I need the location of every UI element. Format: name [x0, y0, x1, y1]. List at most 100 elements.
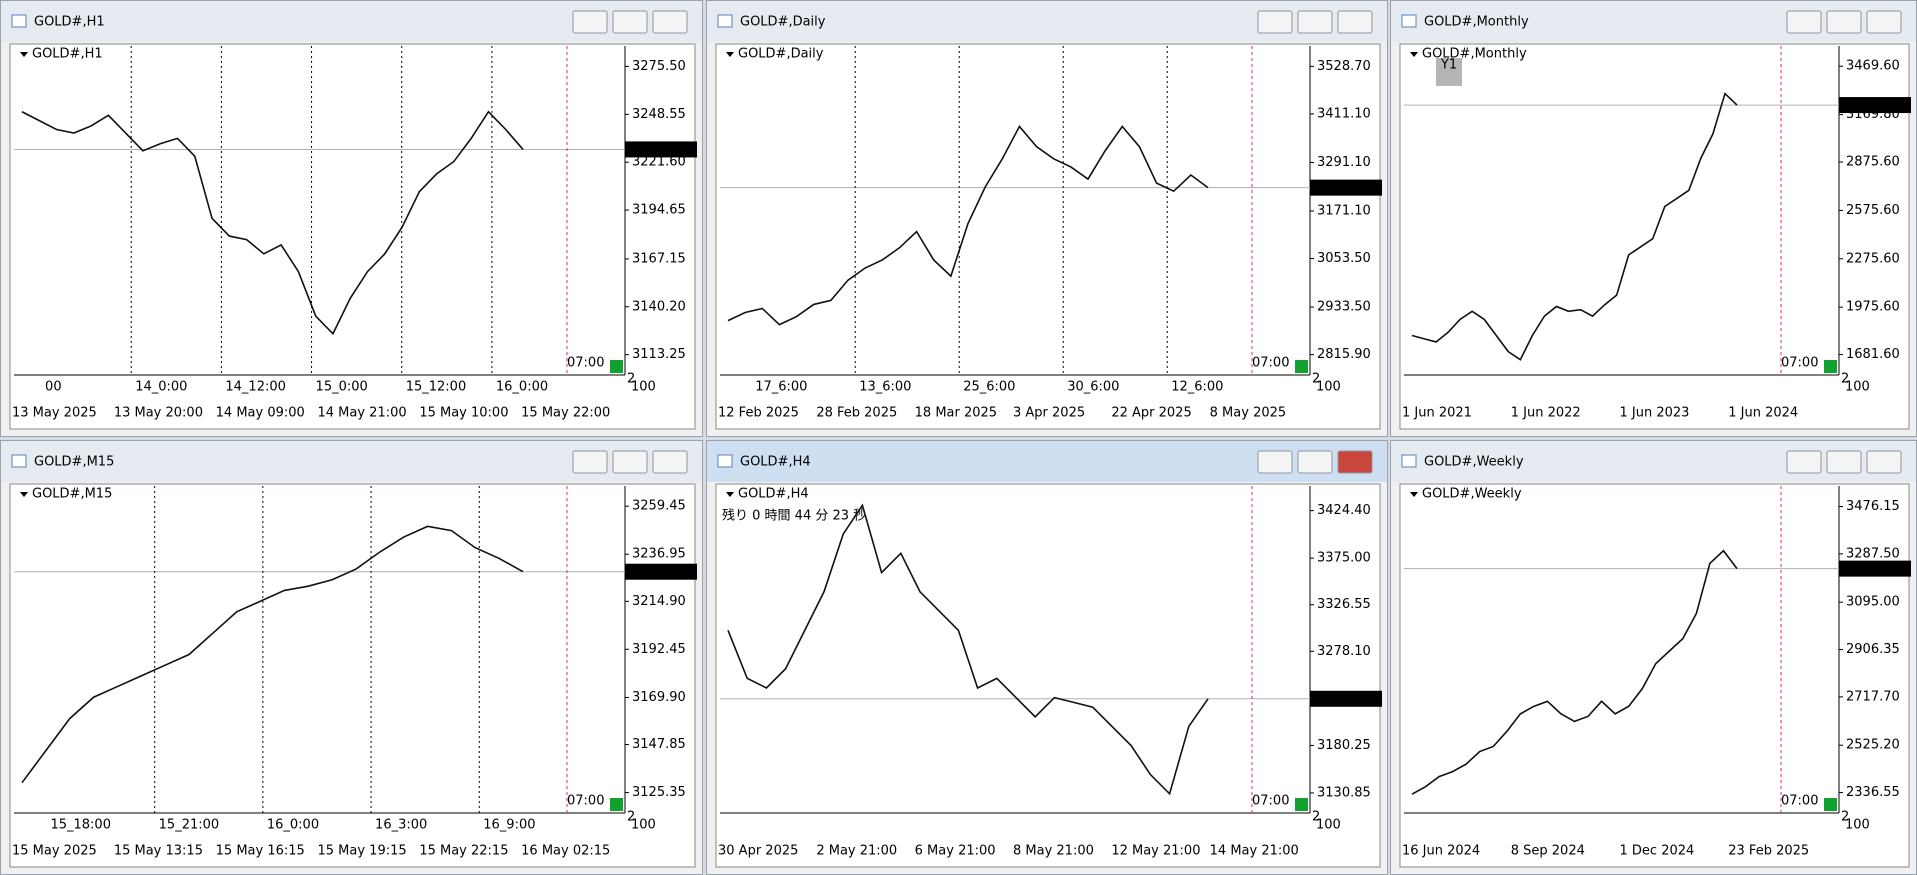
symbol-arrow	[20, 52, 28, 57]
price-label: 3326.55	[1317, 597, 1371, 612]
corner-label: 100	[1845, 380, 1870, 395]
current-price-tag	[1839, 560, 1911, 577]
time-label: 1 Jun 2021	[1402, 406, 1472, 421]
window-icon	[717, 14, 733, 28]
window-icon	[11, 14, 27, 28]
corner-label: 100	[1845, 818, 1870, 833]
time-label: 13 May 2025	[12, 406, 97, 421]
scroll-button[interactable]	[1295, 798, 1308, 811]
time-label: 14 May 21:00	[1210, 844, 1299, 859]
corner-label: 100	[631, 380, 656, 395]
price-label: 3424.40	[1317, 503, 1371, 518]
time-marker: 07:00	[567, 794, 604, 809]
current-price-label: 3228.77	[1844, 98, 1898, 113]
price-label: 3278.10	[1317, 644, 1371, 659]
minimize-button[interactable]	[1257, 10, 1293, 34]
symbol-label: GOLD#,M15	[32, 487, 112, 502]
price-label: 3130.85	[1317, 785, 1371, 800]
sub-time-label: 25_6:00	[963, 380, 1015, 395]
time-label: 30 Apr 2025	[718, 844, 798, 859]
time-label: 16 Jun 2024	[1402, 844, 1480, 859]
time-label: 3 Apr 2025	[1013, 406, 1085, 421]
current-price-tag	[1839, 97, 1911, 114]
scroll-button[interactable]	[610, 798, 623, 811]
price-label: 3476.15	[1846, 499, 1900, 514]
time-label: 23 Feb 2025	[1728, 844, 1809, 859]
time-marker: 07:00	[567, 356, 604, 371]
maximize-button[interactable]	[1297, 10, 1333, 34]
close-button[interactable]	[1866, 10, 1902, 34]
time-marker: 07:00	[1781, 794, 1818, 809]
minimize-button[interactable]	[572, 450, 608, 474]
sub-time-label: 00	[45, 380, 62, 395]
time-label: 1 Jun 2024	[1728, 406, 1798, 421]
minimize-button[interactable]	[1786, 10, 1822, 34]
chart-area	[715, 483, 1381, 868]
corner-label: 100	[631, 818, 656, 833]
minimize-button[interactable]	[572, 10, 608, 34]
maximize-button[interactable]	[612, 10, 648, 34]
price-label: 3259.45	[632, 499, 686, 514]
price-label: 3192.45	[632, 642, 686, 657]
price-label: 3528.70	[1317, 59, 1371, 74]
current-price-label: 3228.77	[1315, 180, 1369, 195]
sub-time-label: 16_0:00	[496, 380, 548, 395]
maximize-button[interactable]	[1297, 450, 1333, 474]
time-marker: 07:00	[1252, 356, 1289, 371]
time-label: 16 May 02:15	[521, 844, 610, 859]
symbol-arrow	[726, 52, 734, 57]
scroll-button[interactable]	[1824, 360, 1837, 373]
time-label: 14 May 21:00	[318, 406, 407, 421]
maximize-button[interactable]	[1826, 10, 1862, 34]
maximize-button[interactable]	[612, 450, 648, 474]
sub-time-label: 15_12:00	[406, 380, 467, 395]
time-label: 2 May 21:00	[816, 844, 897, 859]
scroll-button[interactable]	[1295, 360, 1308, 373]
price-line	[1411, 92, 1738, 361]
close-button[interactable]	[1337, 450, 1373, 474]
time-label: 1 Jun 2023	[1620, 406, 1690, 421]
price-label: 3248.55	[632, 107, 686, 122]
window-title: GOLD#,M15	[34, 455, 114, 470]
sub-time-label: 16_3:00	[375, 818, 427, 833]
price-label: 2525.20	[1846, 738, 1900, 753]
scroll-button[interactable]	[1824, 798, 1837, 811]
close-button[interactable]	[652, 10, 688, 34]
minimize-button[interactable]	[1786, 450, 1822, 474]
sub-time-label: 12_6:00	[1171, 380, 1223, 395]
scroll-button[interactable]	[610, 360, 623, 373]
time-label: 15 May 22:15	[419, 844, 508, 859]
time-label: 22 Apr 2025	[1111, 406, 1191, 421]
symbol-arrow	[20, 492, 28, 497]
time-label: 15 May 10:00	[419, 406, 508, 421]
price-label: 3275.50	[632, 59, 686, 74]
price-label: 1975.60	[1846, 300, 1900, 315]
time-label: 8 May 2025	[1210, 406, 1287, 421]
close-button[interactable]	[1866, 450, 1902, 474]
price-label: 3375.00	[1317, 551, 1371, 566]
time-marker: 07:00	[1781, 356, 1818, 371]
price-label: 2875.60	[1846, 155, 1900, 170]
sub-time-label: 13_6:00	[859, 380, 911, 395]
minimize-button[interactable]	[1257, 450, 1293, 474]
price-line	[727, 503, 1209, 796]
corner-label: 2	[627, 810, 635, 825]
price-label: 3113.25	[632, 347, 686, 362]
close-button[interactable]	[652, 450, 688, 474]
price-label: 3053.50	[1317, 251, 1371, 266]
price-label: 3125.35	[632, 785, 686, 800]
time-label: 6 May 21:00	[915, 844, 996, 859]
corner-label: 2	[1841, 372, 1849, 387]
price-label: 2275.60	[1846, 251, 1900, 266]
maximize-button[interactable]	[1826, 450, 1862, 474]
corner-label: 100	[1316, 818, 1341, 833]
window-title: GOLD#,Weekly	[1424, 455, 1524, 470]
window-icon	[717, 454, 733, 468]
price-label: 3171.10	[1317, 203, 1371, 218]
corner-label: 2	[1312, 372, 1320, 387]
time-marker: 07:00	[1252, 794, 1289, 809]
price-label: 3194.65	[632, 203, 686, 218]
close-button[interactable]	[1337, 10, 1373, 34]
price-label: 3236.95	[632, 547, 686, 562]
price-label: 3214.90	[632, 594, 686, 609]
